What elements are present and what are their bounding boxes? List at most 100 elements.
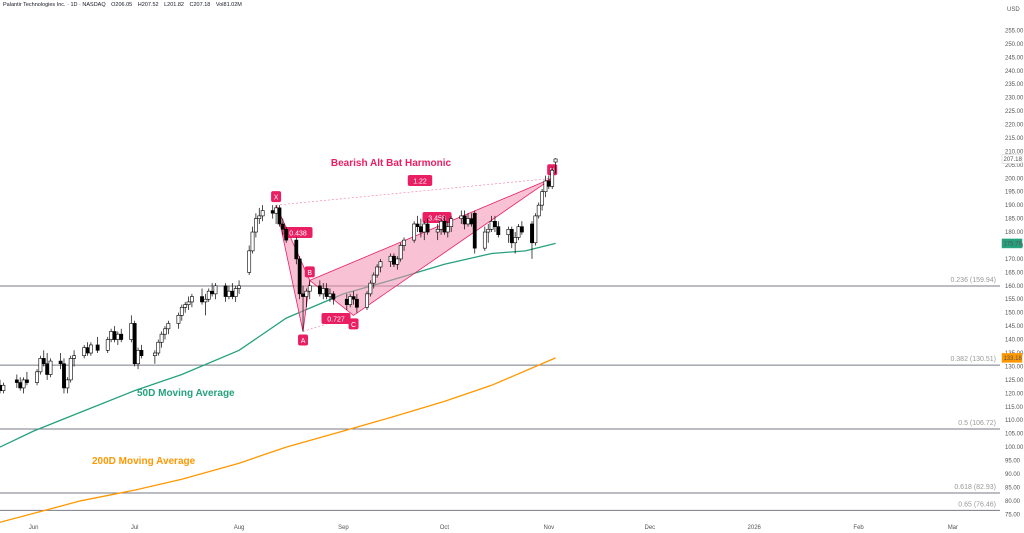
candle-body-111 [540, 191, 544, 206]
candle-body-88 [435, 229, 440, 233]
candle-body-56 [277, 207, 282, 225]
candle-body-97 [472, 212, 477, 249]
annotation-ma50: 50D Moving Average [137, 388, 235, 399]
close-value: C207.18 [189, 2, 211, 8]
candle-body-109 [533, 215, 538, 244]
pattern-ratio-0-box [283, 227, 313, 238]
candle-body-22 [112, 331, 117, 340]
fib-levels: 0.236 (159.94) 0.382 (130.51) 0.5 (106.72)… [0, 277, 1000, 511]
candle-body-67 [328, 293, 332, 297]
price-tick-11: 130.00 [1005, 364, 1024, 370]
volume-value: Vol81.02M [215, 2, 242, 8]
candle-body-62 [304, 290, 309, 297]
candle-body-13 [65, 379, 70, 389]
candle-body-71 [351, 296, 356, 300]
candle-body-31 [159, 333, 164, 343]
candle-body-78 [388, 255, 393, 262]
candle-body-93 [459, 215, 464, 219]
candle-body-30 [156, 341, 161, 354]
low-value: L201.82 [164, 2, 184, 8]
price-tick-23: 190.00 [1005, 203, 1024, 209]
candle-body-28 [139, 350, 144, 356]
candle-body-47 [233, 288, 238, 297]
price-tick-5: 100.00 [1005, 445, 1024, 451]
price-tick-1: 80.00 [1005, 499, 1021, 505]
candle-body-63 [307, 285, 312, 292]
candle-body-66 [324, 288, 329, 297]
price-tick-9: 120.00 [1005, 391, 1024, 397]
candle-body-68 [331, 293, 336, 300]
price-tick-10: 125.00 [1005, 378, 1024, 384]
date-label-3: Sep [338, 525, 349, 531]
candle-body-43 [213, 285, 218, 295]
pattern-title: Bearish Alt Bat Harmonic [331, 158, 452, 169]
candle-body-7 [38, 358, 43, 373]
candle-body-35 [179, 307, 184, 316]
candle-body-106 [516, 226, 521, 238]
price-tick-26: 205.00 [1005, 163, 1024, 169]
candle-body-17 [85, 347, 90, 354]
candle-body-114 [550, 169, 555, 187]
candle-body-51 [253, 218, 258, 233]
ma200-line [0, 357, 556, 523]
candle-body-104 [509, 229, 514, 244]
candle-body-59 [294, 239, 299, 260]
candle-body-64 [317, 285, 322, 295]
candle-body-15 [72, 355, 76, 359]
candle-body-14 [68, 358, 73, 381]
candle-body-61 [301, 293, 305, 297]
ma50-line [0, 242, 556, 448]
candle-body-3 [18, 382, 23, 389]
date-label-1: Jul [131, 525, 139, 531]
chart-header: Palantir Technologies Inc. · 1D · NASDAQ… [3, 2, 246, 8]
candle-body-95 [466, 218, 470, 225]
pattern-point-c-marker [348, 318, 359, 330]
pattern-point-a-label: A [301, 338, 306, 345]
price-axis[interactable]: USD 75.00 80.00 85.00 90.00 95.00 100.00 105.0… [1005, 7, 1024, 518]
fib-label-4: 0.65 (76.46) [958, 501, 996, 508]
pattern-triangle-bcd [309, 177, 553, 316]
candle-body-19 [95, 344, 100, 351]
time-axis[interactable]: Jun Jul Aug Sep Oct Nov Dec 2026 Feb Mar [29, 525, 958, 531]
candle-body-32 [163, 328, 167, 335]
candle-body-27 [136, 350, 140, 365]
candle-body-81 [398, 245, 403, 260]
price-tick-4: 95.00 [1005, 459, 1021, 465]
candle-body-92 [449, 218, 454, 227]
price-tag-1: 175.76 [1004, 241, 1023, 247]
candle-body-12 [62, 363, 66, 389]
candle-body-80 [395, 258, 400, 265]
price-tag-0: 207.18 [1004, 157, 1023, 163]
candle-body-74 [368, 282, 373, 295]
candle-body-45 [227, 290, 231, 297]
candle-body-108 [530, 223, 534, 244]
candle-body-4 [21, 379, 26, 389]
candle-body-69 [344, 298, 349, 305]
price-tick-32: 235.00 [1005, 82, 1024, 88]
candle-body-90 [442, 220, 447, 233]
price-tags: 207.18 175.76 133.18 [1001, 154, 1023, 363]
candle-body-26 [132, 323, 137, 365]
candle-body-73 [365, 293, 369, 308]
candle-body-70 [348, 296, 353, 305]
price-tick-0: 75.00 [1005, 512, 1021, 518]
candle-body-98 [482, 231, 487, 249]
price-tick-3: 90.00 [1005, 472, 1021, 478]
candle-body-113 [546, 180, 551, 187]
candle-body-54 [270, 210, 275, 214]
candle-body-2 [14, 379, 19, 383]
candle-body-102 [496, 226, 501, 236]
pattern-ratio-1: 0.727 [327, 317, 345, 324]
candle-body-18 [89, 344, 93, 354]
candle-body-110 [536, 204, 541, 217]
candle-body-72 [355, 298, 359, 308]
date-label-8: Feb [853, 525, 864, 531]
pattern-ratio-0: 0.438 [289, 231, 307, 238]
price-tick-14: 145.00 [1005, 324, 1024, 330]
candle-body-34 [176, 315, 181, 324]
fib-label-1: 0.382 (130.51) [950, 356, 996, 363]
price-tick-30: 225.00 [1005, 109, 1024, 115]
candle-body-42 [210, 290, 215, 295]
candle-body-84 [415, 223, 420, 227]
